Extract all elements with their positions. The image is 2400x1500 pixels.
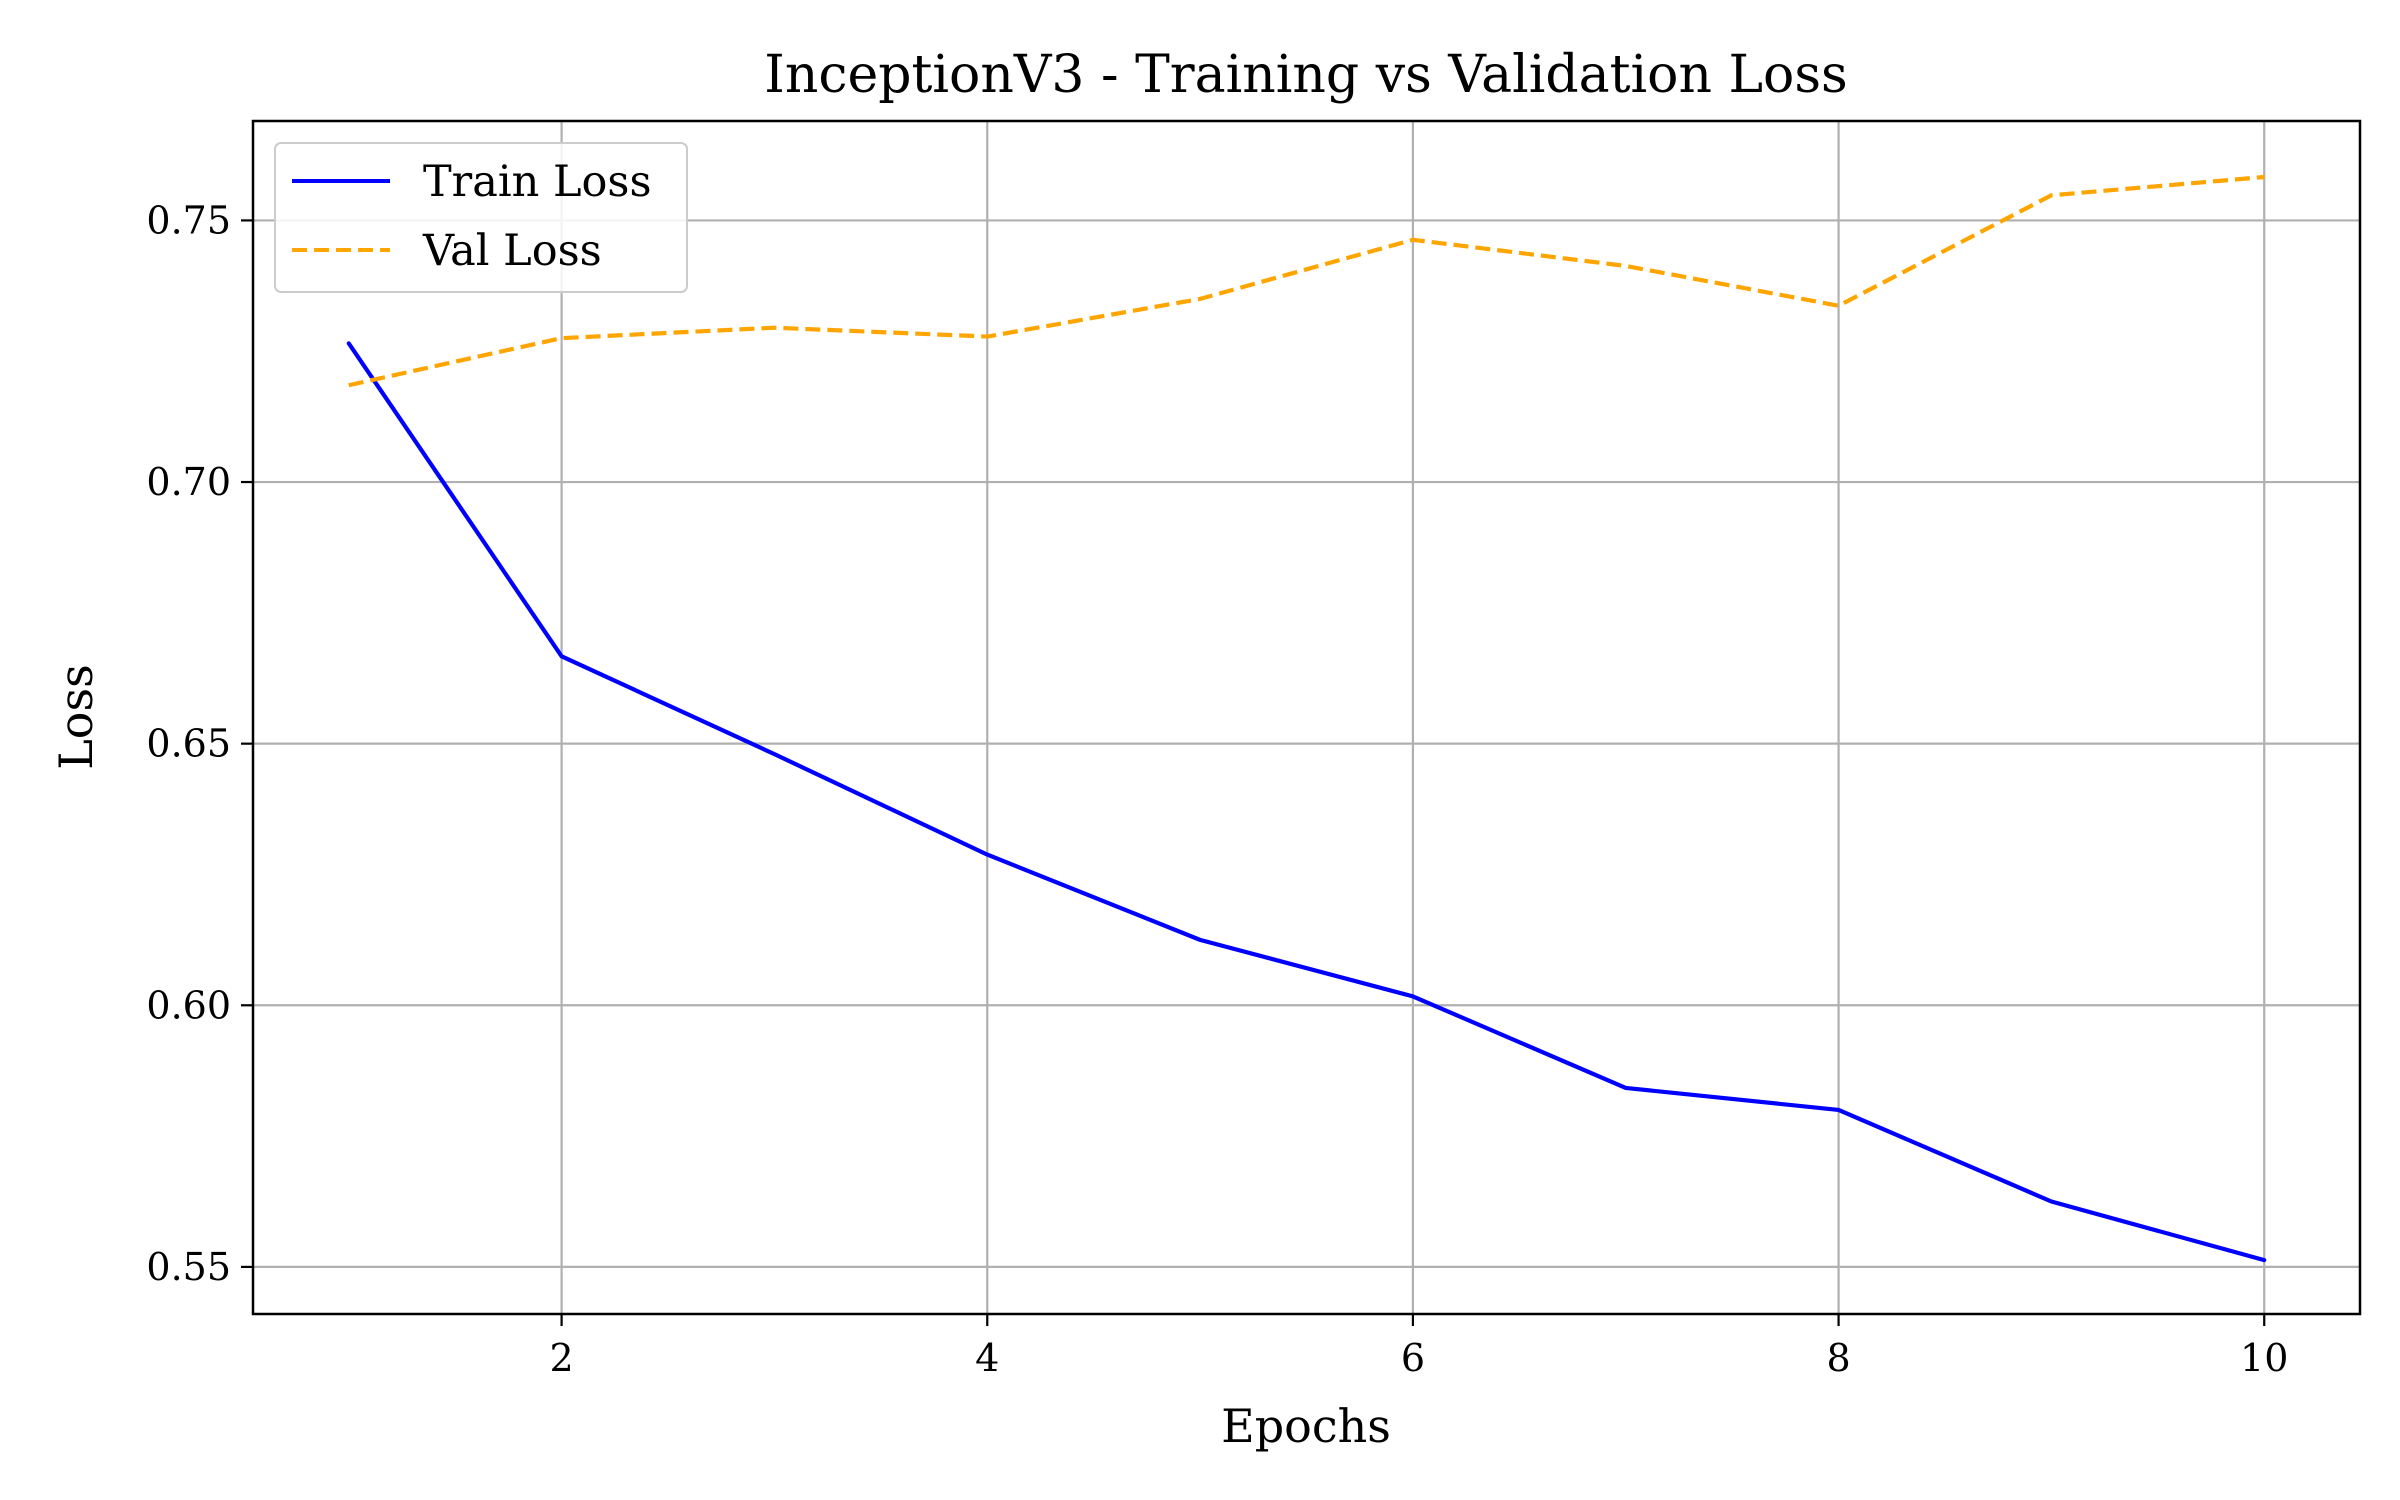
x-axis-label: Epochs [1221,1399,1391,1453]
series-line-val-loss [348,174,2265,388]
series-line-train-loss [346,341,2267,1263]
y-axis-label: Loss [49,664,103,769]
axis-ticks: 2 4 6 8 10 0.55 0.60 0.65 0.70 0.75 [146,198,2288,1380]
legend-label-train-loss: Train Loss [423,157,652,207]
x-tick-label: 4 [975,1336,999,1380]
x-tick-label: 6 [1401,1336,1425,1380]
y-tick-label: 0.55 [146,1245,231,1289]
chart-title: InceptionV3 - Training vs Validation Los… [764,45,1847,105]
legend: Train Loss Val Loss [274,142,688,293]
x-tick-label: 2 [550,1336,574,1380]
x-tick-label: 8 [1826,1336,1850,1380]
legend-label-val-loss: Val Loss [422,226,602,276]
grid [253,121,2360,1314]
y-tick-label: 0.70 [146,460,231,504]
y-tick-label: 0.75 [146,198,231,242]
x-tick-label: 10 [2240,1336,2288,1380]
series-lines [346,174,2267,1263]
plot-frame [251,119,2362,1316]
y-tick-label: 0.65 [146,722,231,766]
y-tick-label: 0.60 [146,983,231,1027]
